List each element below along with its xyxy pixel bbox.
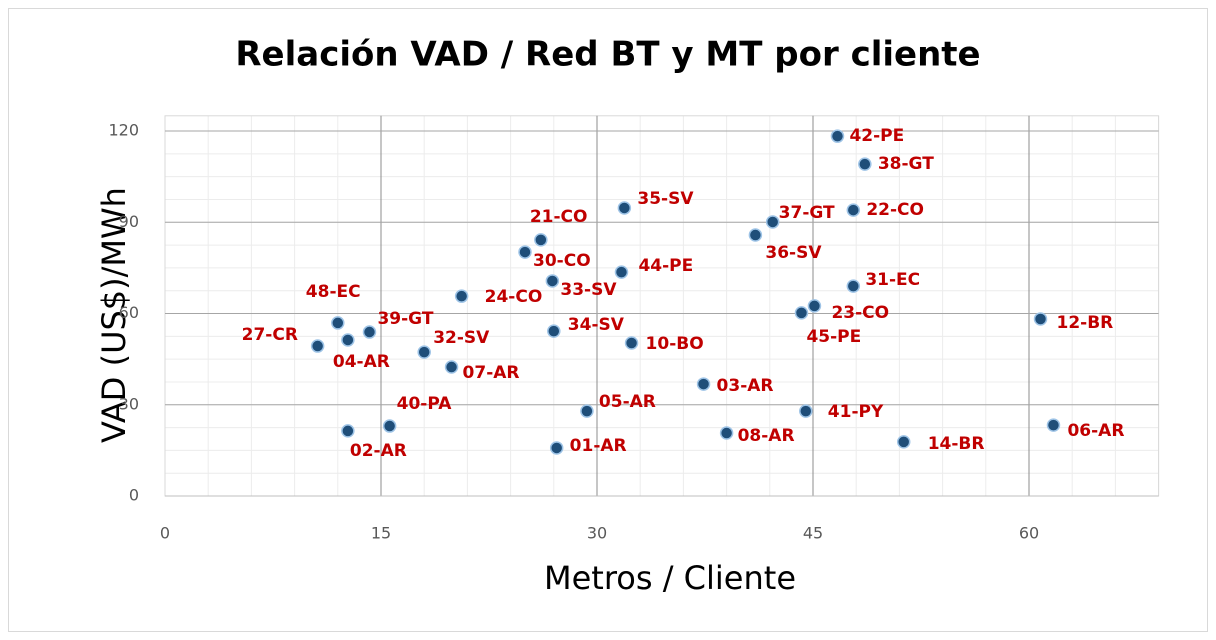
point-label: 01-AR xyxy=(570,436,627,456)
x-tick-label: 45 xyxy=(803,524,823,543)
point xyxy=(341,424,355,438)
point xyxy=(794,306,809,320)
chart-title: Relación VAD / Red BT y MT por cliente xyxy=(235,35,980,75)
point-label: 40-PA xyxy=(397,394,453,414)
point xyxy=(748,228,763,242)
point xyxy=(807,299,822,313)
point-label: 32-SV xyxy=(433,328,490,348)
point xyxy=(454,289,469,303)
point xyxy=(624,336,639,350)
point xyxy=(846,279,861,293)
point xyxy=(846,203,861,217)
point xyxy=(545,274,560,288)
x-tick-label: 30 xyxy=(587,524,607,543)
point-label: 04-AR xyxy=(333,352,390,372)
x-axis-label: Metros / Cliente xyxy=(544,559,796,597)
y-tick-label: 90 xyxy=(119,212,139,231)
point xyxy=(382,419,397,433)
y-axis-label: VAD (US$)/MWh xyxy=(95,187,133,443)
x-tick-label: 60 xyxy=(1019,524,1039,543)
point xyxy=(719,426,734,440)
point-label: 05-AR xyxy=(599,392,656,412)
point xyxy=(858,157,872,171)
point xyxy=(362,325,377,339)
point-label: 33-SV xyxy=(560,280,617,300)
x-tick-label: 0 xyxy=(160,524,170,543)
point-label: 30-CO xyxy=(533,251,591,271)
y-tick-label: 60 xyxy=(119,303,139,322)
point-label: 44-PE xyxy=(638,256,693,276)
point-label: 10-BO xyxy=(646,334,704,354)
point xyxy=(1046,418,1061,432)
point xyxy=(580,404,594,418)
point-label: 48-EC xyxy=(306,282,361,302)
point xyxy=(765,215,780,229)
point xyxy=(1033,312,1048,326)
point xyxy=(896,435,911,449)
point-label: 45-PE xyxy=(806,327,861,347)
point-label: 06-AR xyxy=(1067,421,1124,441)
point xyxy=(547,324,561,338)
point-label: 41-PY xyxy=(828,402,884,422)
point xyxy=(341,333,355,347)
y-tick-label: 120 xyxy=(108,121,139,140)
point-label: 35-SV xyxy=(637,189,694,209)
point xyxy=(310,339,325,353)
point-label: 08-AR xyxy=(738,426,795,446)
point-label: 24-CO xyxy=(485,287,543,307)
point xyxy=(799,404,813,418)
point-label: 12-BR xyxy=(1057,313,1114,333)
y-tick-label: 0 xyxy=(129,486,139,505)
point-label: 03-AR xyxy=(717,376,774,396)
point-label: 42-PE xyxy=(849,126,904,146)
point-label: 14-BR xyxy=(928,434,985,454)
point-label: 31-EC xyxy=(865,270,920,290)
y-tick-label: 30 xyxy=(119,394,139,413)
point xyxy=(331,316,345,330)
point-label: 37-GT xyxy=(779,203,835,223)
point xyxy=(830,129,845,143)
point-label: 21-CO xyxy=(530,207,588,227)
point-label: 23-CO xyxy=(831,303,889,323)
point-label: 34-SV xyxy=(568,315,625,335)
point-label: 39-GT xyxy=(377,309,433,329)
point xyxy=(617,201,632,215)
point xyxy=(534,233,548,247)
point xyxy=(417,345,431,359)
point-label: 38-GT xyxy=(878,154,934,174)
point xyxy=(549,441,564,455)
point xyxy=(518,245,532,259)
point xyxy=(696,377,711,391)
point-label: 02-AR xyxy=(350,441,407,461)
point-label: 27-CR xyxy=(242,325,298,345)
point-label: 07-AR xyxy=(463,363,520,383)
point-label: 36-SV xyxy=(765,243,822,263)
point-label: 22-CO xyxy=(866,200,924,220)
point xyxy=(614,265,629,279)
x-tick-label: 15 xyxy=(371,524,391,543)
point xyxy=(444,360,459,374)
